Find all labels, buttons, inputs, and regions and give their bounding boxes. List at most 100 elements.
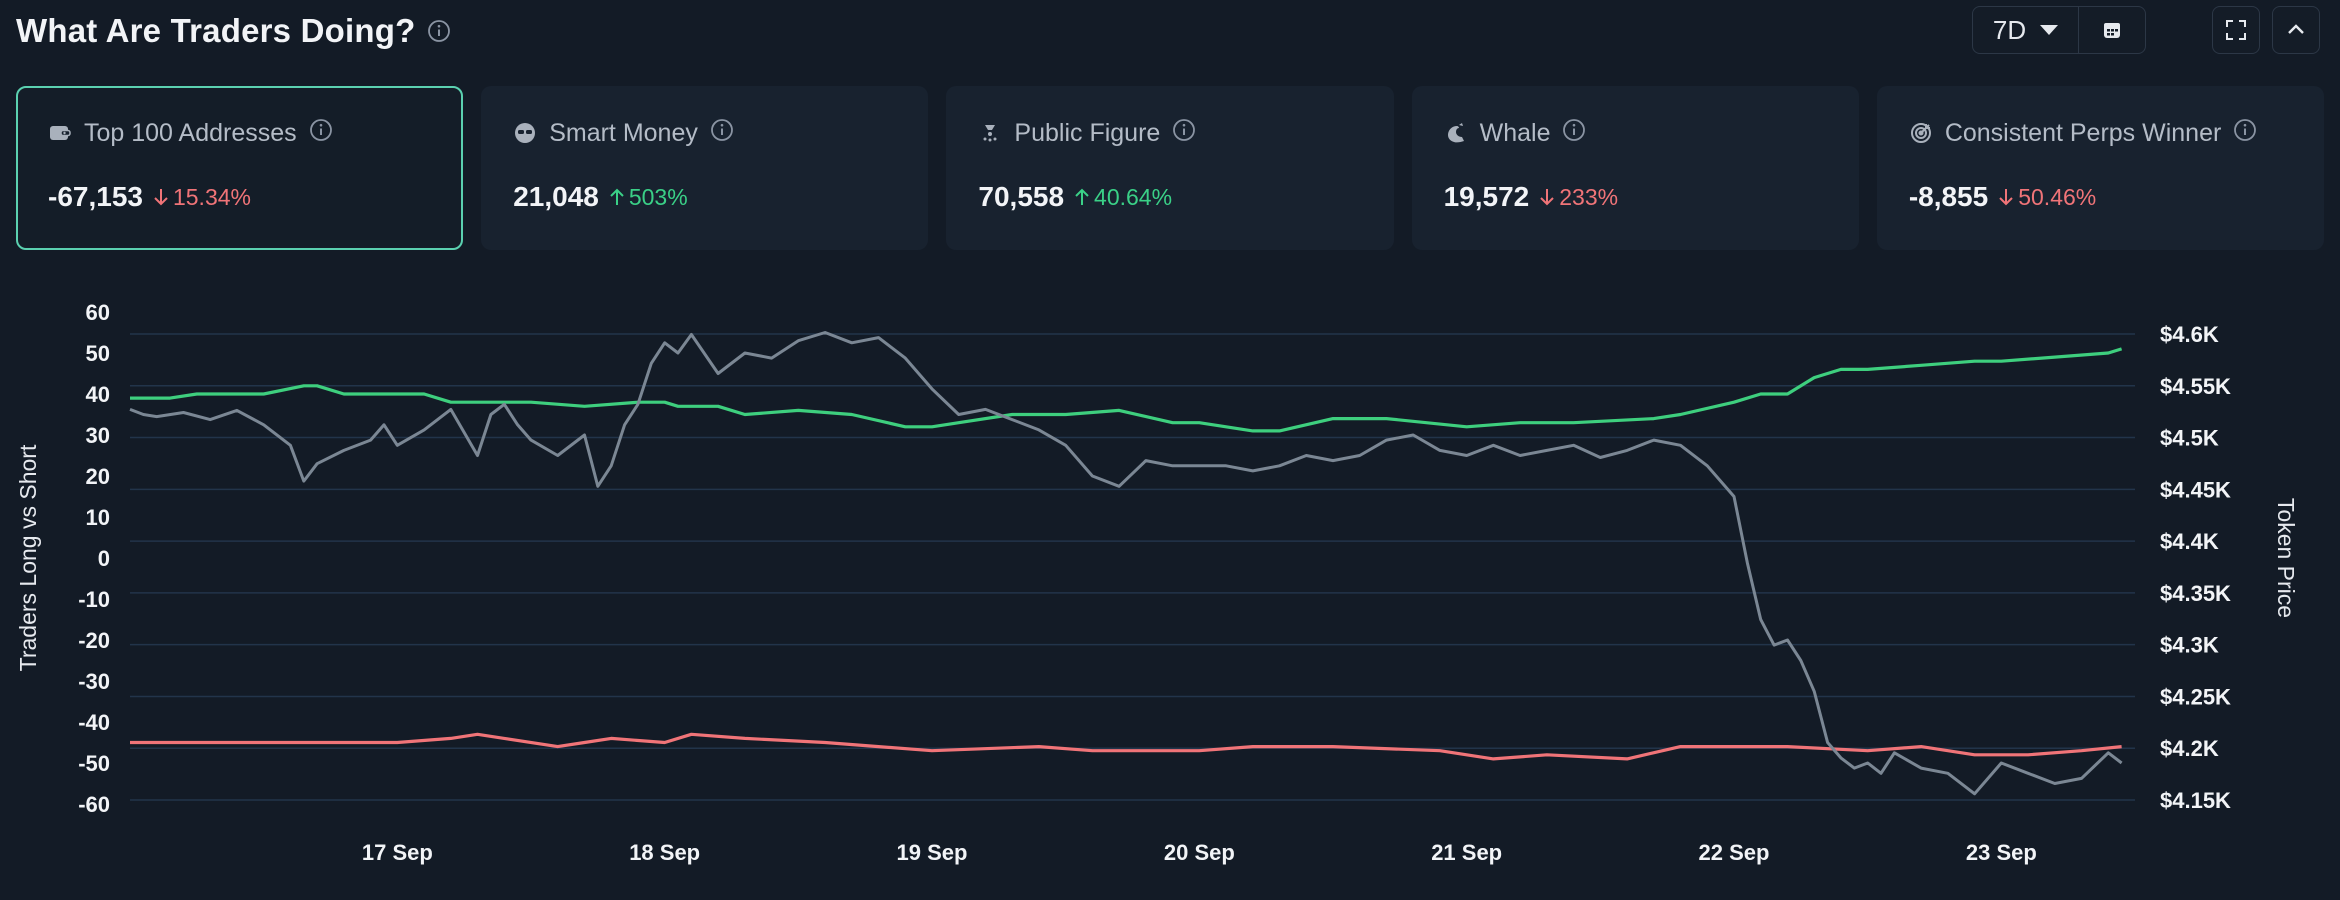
traders-long-short-chart: 60 50 40 30 20 10 0 -10 -20 -30 -40 -50 -60 $4.6K $4.5… [15, 300, 2299, 865]
info-icon[interactable] [2233, 118, 2257, 149]
range-control-group: 7D [1972, 6, 2146, 54]
card-value-row: 19,572 233% [1444, 180, 1827, 214]
card-header: Public Figure [978, 116, 1361, 150]
chart-controls: 7D [1972, 6, 2320, 54]
y2-tick-label: $4.15K [2160, 788, 2231, 813]
y2-tick-label: $4.3K [2160, 633, 2219, 658]
y-tick-label: 20 [86, 464, 110, 489]
card-value-row: 70,558 40.64% [978, 180, 1361, 214]
y-tick-label: -30 [78, 669, 110, 694]
x-tick-label: 22 Sep [1699, 840, 1770, 865]
calendar-icon [2104, 23, 2120, 38]
y-tick-label: 60 [86, 300, 110, 325]
collapse-button[interactable] [2272, 6, 2320, 54]
chevron-up-icon [2288, 24, 2304, 34]
card-label: Consistent Perps Winner [1944, 118, 2222, 147]
card-change: 50.46% [2018, 183, 2097, 210]
y2-tick-label: $4.4K [2160, 529, 2219, 554]
change-indicator: 40.64% [1074, 184, 1172, 211]
card-label: Smart Money [549, 118, 698, 147]
arrow-up-icon [1075, 188, 1089, 205]
card-consistent-perps-winner[interactable]: Consistent Perps Winner -8,855 50.46% [1876, 86, 2325, 250]
trader-category-cards: Top 100 Addresses -67,153 15.34% Smart M… [16, 86, 2325, 250]
range-value: 7D [1992, 14, 2027, 45]
expand-icon [2226, 20, 2246, 40]
card-change: 40.64% [1094, 183, 1173, 210]
whale-icon [1444, 121, 1468, 145]
card-top-100-addresses[interactable]: Top 100 Addresses -67,153 15.34% [16, 86, 464, 250]
x-tick-label: 23 Sep [1966, 840, 2037, 865]
wallet-icon [48, 121, 72, 145]
card-header: Whale [1444, 116, 1827, 150]
y-tick-label: -50 [78, 751, 110, 776]
arrow-down-icon [1999, 189, 2013, 206]
x-tick-label: 20 Sep [1164, 840, 1235, 865]
fullscreen-button[interactable] [2212, 6, 2260, 54]
y2-tick-label: $4.2K [2160, 736, 2219, 761]
y-tick-label: -20 [78, 628, 110, 653]
calendar-button[interactable] [2079, 7, 2145, 53]
card-value-row: 21,048 503% [513, 180, 896, 214]
card-value: 70,558 [978, 181, 1065, 212]
change-indicator: 233% [1539, 184, 1618, 211]
change-indicator: 503% [609, 184, 688, 211]
y2-tick-label: $4.5K [2160, 426, 2219, 451]
y2-tick-label: $4.45K [2160, 477, 2231, 502]
arrow-down-icon [1540, 189, 1554, 206]
y-tick-label: 30 [86, 423, 110, 448]
x-tick-label: 18 Sep [629, 840, 700, 865]
target-icon [1909, 121, 1933, 145]
card-header: Top 100 Addresses [48, 116, 431, 150]
x-tick-label: 21 Sep [1431, 840, 1502, 865]
card-value-row: -8,855 50.46% [1909, 180, 2292, 214]
card-value: 19,572 [1443, 181, 1530, 212]
card-change: 15.34% [172, 183, 251, 210]
info-icon[interactable] [1172, 118, 1196, 149]
x-tick-label: 17 Sep [362, 840, 433, 865]
card-whale[interactable]: Whale 19,572 233% [1411, 86, 1859, 250]
y2-tick-label: $4.25K [2160, 684, 2231, 709]
page-title: What Are Traders Doing? [16, 12, 416, 49]
info-icon[interactable] [710, 118, 734, 149]
card-public-figure[interactable]: Public Figure 70,558 40.64% [946, 86, 1394, 250]
y2-tick-label: $4.55K [2160, 374, 2231, 399]
card-change: 233% [1559, 183, 1619, 210]
y2-tick-label: $4.6K [2160, 322, 2219, 347]
arrow-down-icon [154, 189, 168, 206]
info-icon[interactable] [309, 118, 333, 149]
spotlight-icon [978, 121, 1002, 145]
card-change: 503% [628, 183, 688, 210]
info-icon[interactable] [1562, 118, 1586, 149]
y2-axis-title: Token Price [2273, 498, 2299, 618]
y-tick-label: -10 [78, 587, 110, 612]
y-tick-label: 0 [98, 546, 110, 571]
y-tick-label: 10 [86, 505, 110, 530]
y-tick-label: -40 [78, 710, 110, 735]
y-tick-label: 50 [86, 341, 110, 366]
series-line-short [130, 732, 2122, 761]
y-axis-title: Traders Long vs Short [15, 444, 41, 671]
card-value: -8,855 [1908, 181, 1989, 212]
series-line-price [129, 331, 2123, 796]
x-tick-label: 19 Sep [897, 840, 968, 865]
card-header: Smart Money [513, 116, 896, 150]
card-value-row: -67,153 15.34% [48, 180, 431, 214]
y-tick-label: 40 [86, 382, 110, 407]
card-value: -67,153 [48, 181, 143, 212]
card-label: Top 100 Addresses [84, 118, 297, 147]
arrow-up-icon [610, 188, 624, 205]
change-indicator: 15.34% [153, 184, 251, 211]
range-dropdown[interactable]: 7D [1973, 7, 2079, 53]
card-label: Whale [1479, 118, 1551, 147]
sunglasses-icon [513, 121, 537, 145]
card-label: Public Figure [1014, 118, 1161, 147]
card-header: Consistent Perps Winner [1909, 116, 2292, 150]
caret-down-icon [2040, 25, 2059, 35]
info-icon[interactable] [427, 19, 451, 43]
y2-tick-label: $4.35K [2160, 581, 2231, 606]
y-tick-label: -60 [78, 792, 110, 817]
card-smart-money[interactable]: Smart Money 21,048 503% [481, 86, 929, 250]
card-value: 21,048 [513, 181, 599, 212]
page-header: What Are Traders Doing? [16, 8, 451, 54]
series-line-long [130, 347, 2123, 433]
